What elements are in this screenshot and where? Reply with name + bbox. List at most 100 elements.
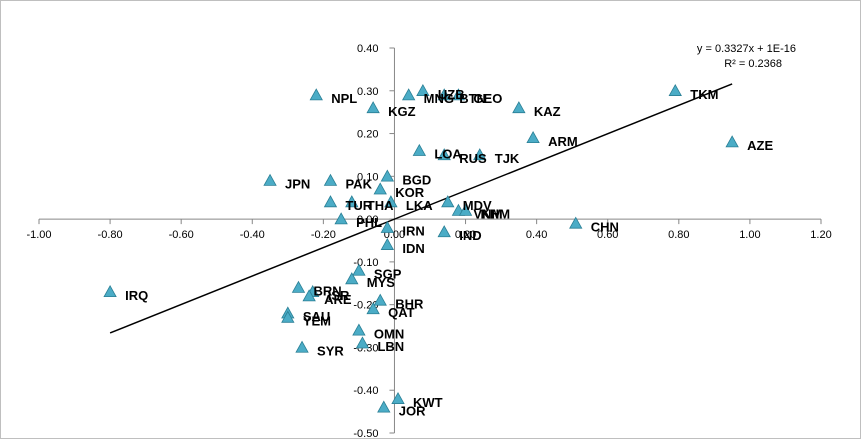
x-tick-label: -0.40 (240, 229, 265, 241)
point-label-yem: YEM (303, 314, 331, 329)
data-point-lka (384, 195, 398, 208)
trendline-group (109, 83, 733, 334)
data-point-omn (352, 323, 366, 336)
point-label-vnm: VNM (473, 207, 502, 222)
data-point-geo (451, 88, 466, 101)
data-point-aze (725, 135, 739, 148)
data-point-tkm (668, 83, 682, 96)
point-label-idn: IDN (402, 241, 424, 256)
point-label-tur: TUR (345, 198, 372, 213)
data-point-rus (437, 148, 451, 161)
point-label-isr: ISR (328, 288, 350, 303)
data-point-bgd (380, 169, 395, 182)
data-points (103, 83, 739, 413)
data-point-mng (401, 88, 416, 101)
point-label-lka: LKA (406, 198, 433, 213)
point-label-ind: IND (459, 228, 481, 243)
point-label-irq: IRQ (125, 288, 148, 303)
point-label-bhr: BHR (395, 296, 424, 311)
y-tick-label: -0.50 (353, 428, 378, 440)
y-tick-label: 0.00 (357, 214, 378, 226)
x-tick-label: -0.60 (169, 229, 194, 241)
data-point-jor (377, 400, 391, 413)
data-point-qat (366, 302, 380, 315)
data-point-bhr (373, 293, 387, 306)
trendline-equation: y = 0.3327x + 1E-16 (697, 43, 796, 55)
data-point-loa (412, 143, 427, 156)
y-tick-label: 0.30 (357, 86, 378, 98)
point-label-chn: CHN (591, 219, 619, 234)
x-tick-label: -0.20 (311, 229, 336, 241)
data-point-kwt (391, 391, 405, 404)
data-point-idn (380, 237, 395, 250)
point-label-jor: JOR (399, 403, 426, 418)
point-label-tjk: TJK (495, 151, 520, 166)
x-tick-label: 0.40 (526, 229, 547, 241)
point-label-arm: ARM (548, 134, 578, 149)
data-point-yem (281, 310, 295, 323)
data-point-npl (309, 88, 323, 101)
data-point-mdv (441, 195, 455, 208)
data-point-arm (526, 131, 540, 144)
point-label-rus: RUS (459, 151, 487, 166)
x-tick-labels: -1.00 -0.80 -0.60 -0.40 -0.20 0.00 0.20 0.40 0.6… (26, 229, 831, 241)
point-label-btn: BTN (459, 91, 486, 106)
point-label-khm: KHM (481, 207, 511, 222)
data-point-irn (380, 220, 395, 233)
data-point-pak (323, 173, 338, 186)
point-label-qat: QAT (388, 305, 415, 320)
x-tick-label: -1.00 (26, 229, 51, 241)
axes (38, 47, 822, 434)
y-tick-label: 0.40 (357, 43, 378, 55)
point-label-brn: BRN (313, 284, 341, 299)
data-point-are (302, 289, 316, 302)
data-point-sgp (352, 263, 366, 276)
x-tick-label: 1.20 (810, 229, 831, 241)
point-label-bgd: BGD (402, 172, 431, 187)
point-label-mng: MNG (424, 91, 454, 106)
point-label-geo: GEO (473, 91, 502, 106)
point-label-omn: OMN (374, 326, 404, 341)
point-label-kwt: KWT (413, 395, 443, 410)
data-point-brn (291, 280, 306, 293)
x-tick-label: 0.80 (668, 229, 689, 241)
point-label-sgp: SGP (374, 266, 402, 281)
data-point-mys (345, 272, 359, 285)
point-label-jpn: JPN (285, 177, 310, 192)
point-label-tha: THA (367, 198, 394, 213)
data-point-tjk (473, 148, 487, 161)
x-tick-label: 0.60 (597, 229, 618, 241)
data-point-chn (569, 216, 583, 229)
point-label-aze: AZE (747, 138, 773, 153)
data-point-ind (437, 225, 451, 238)
point-label-pak: PAK (345, 177, 372, 192)
x-tick-label: 0.20 (455, 229, 476, 241)
data-point-tha (345, 195, 359, 208)
x-tick-label: -0.80 (98, 229, 123, 241)
y-tick-label: -0.40 (353, 385, 378, 397)
trendline-r-squared: R² = 0.2368 (724, 58, 782, 70)
point-label-irn: IRN (402, 224, 424, 239)
data-point-jpn (263, 173, 277, 186)
data-point-uzb (416, 83, 430, 96)
y-tick-label: 0.10 (357, 171, 378, 183)
point-label-lbn: LBN (377, 339, 404, 354)
point-label-loa: LOA (434, 147, 462, 162)
data-point-phl (334, 212, 348, 225)
data-point-tur (323, 195, 338, 208)
data-point-lbn (355, 336, 370, 349)
data-point-btn (437, 88, 451, 101)
data-point-irq (103, 285, 117, 298)
x-tick-label: 1.00 (739, 229, 760, 241)
point-label-mdv: MDV (463, 198, 492, 213)
point-label-npl: NPL (331, 91, 357, 106)
trendline (109, 83, 733, 334)
data-point-khm (458, 203, 473, 216)
point-label-kaz: KAZ (534, 104, 561, 119)
point-label-uzb: UZB (438, 87, 465, 102)
y-tick-label: 0.20 (357, 129, 378, 141)
point-label-syr: SYR (317, 343, 344, 358)
